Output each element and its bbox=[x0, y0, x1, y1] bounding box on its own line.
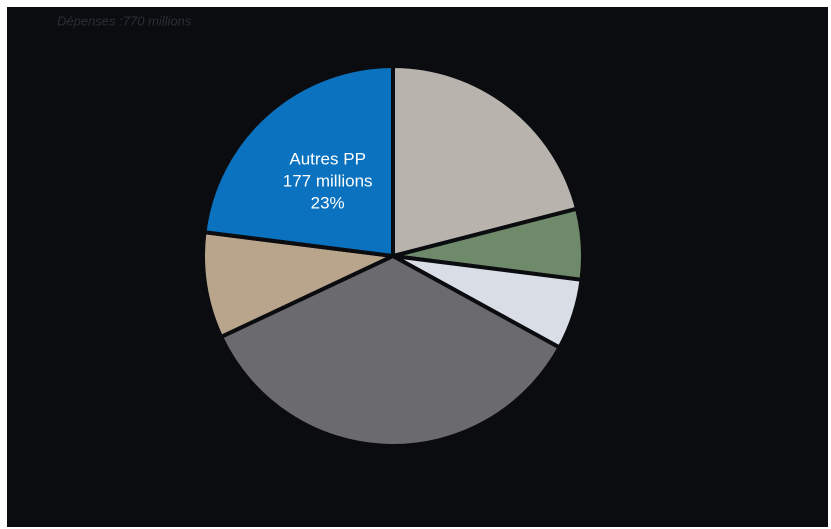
slide: Dépenses :770 millions Autres PP 177 mill… bbox=[0, 0, 831, 529]
slice-value-label: 23% bbox=[311, 193, 345, 212]
slice-amount: 177 millions bbox=[283, 171, 373, 190]
slice-label: Autres PP bbox=[289, 149, 366, 168]
chart-title: Dépenses :770 millions bbox=[57, 13, 192, 28]
page: Dépenses :770 millions Autres PP 177 mill… bbox=[0, 0, 831, 529]
